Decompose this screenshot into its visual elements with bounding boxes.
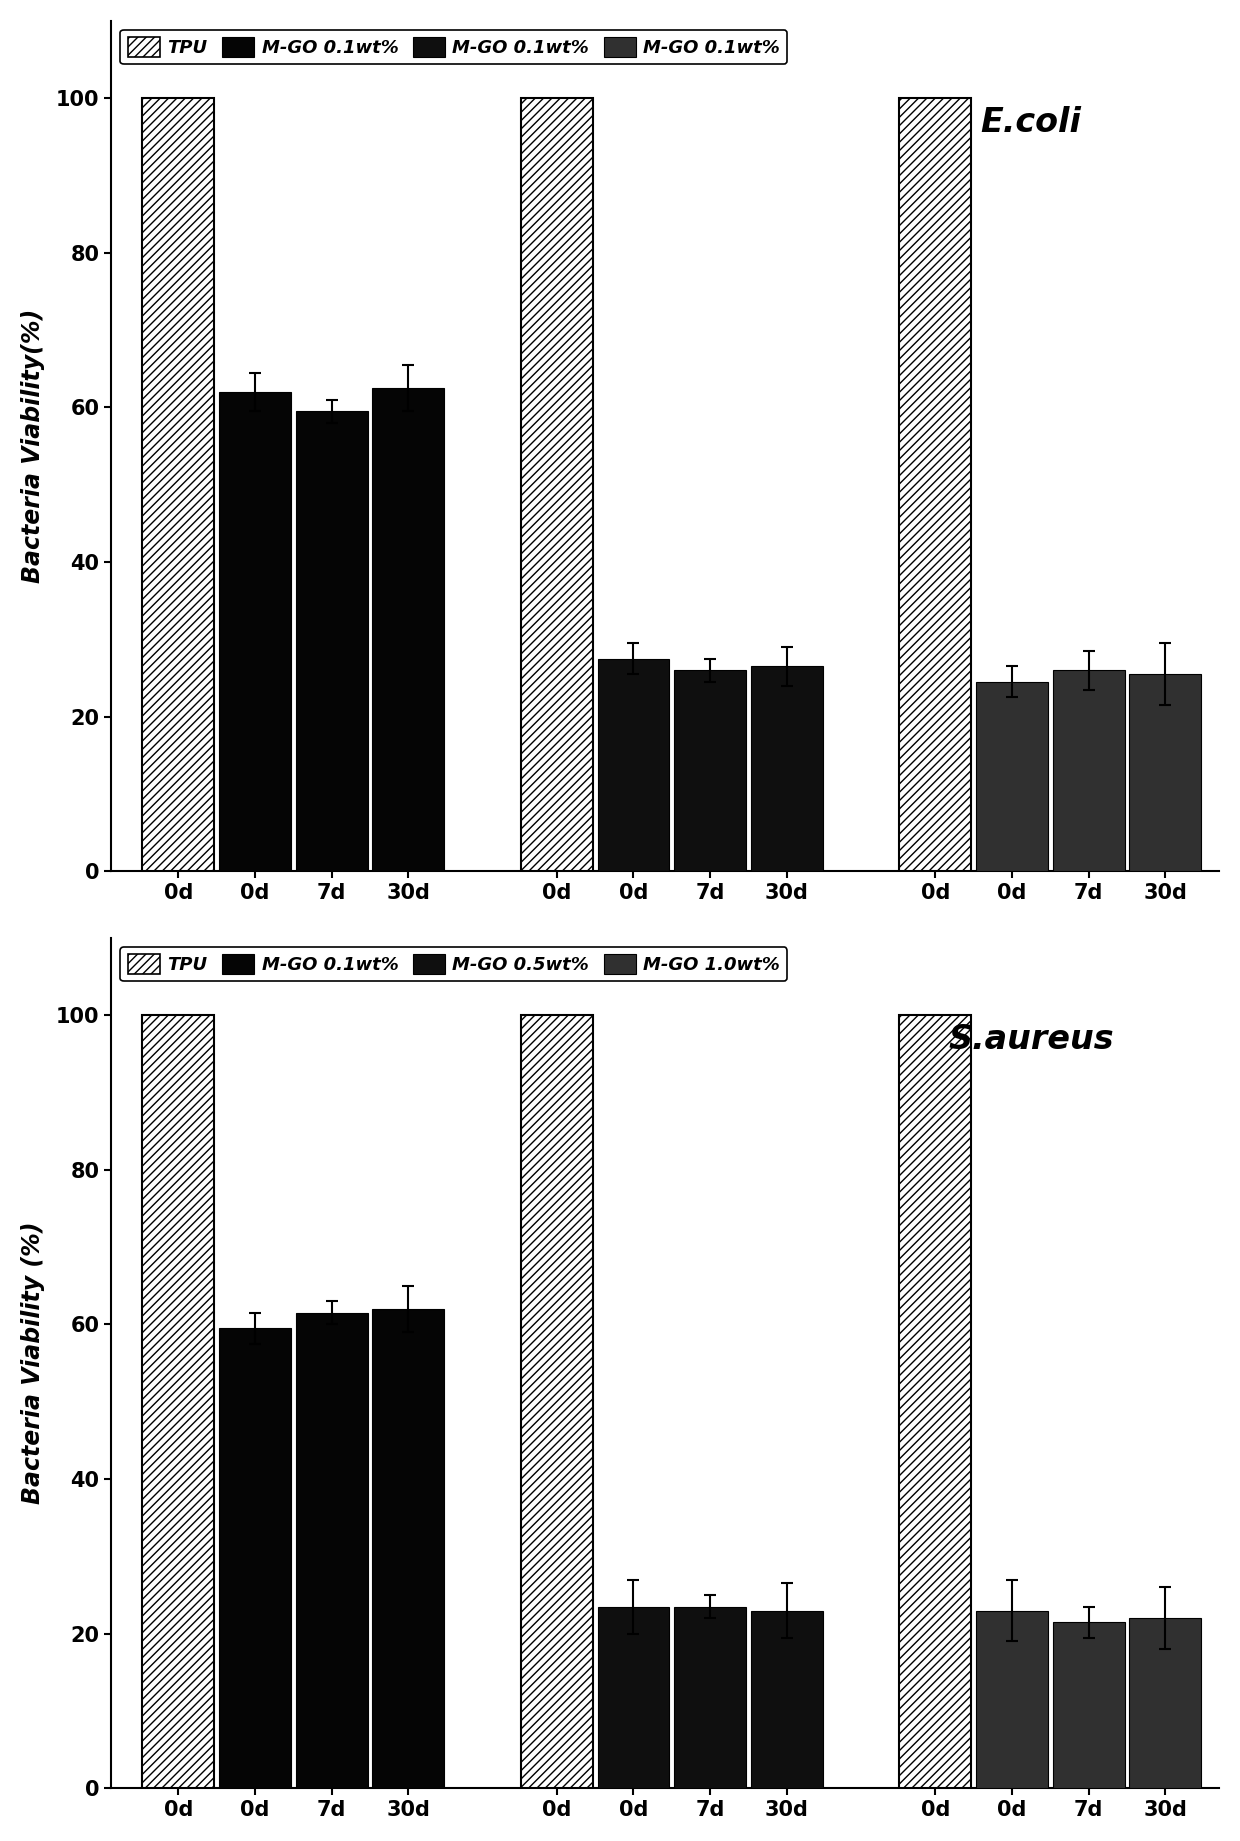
Y-axis label: Bacteria Viability(%): Bacteria Viability(%) bbox=[21, 309, 45, 584]
Bar bbox=[976, 1611, 1048, 1788]
Bar bbox=[521, 1014, 593, 1788]
Legend: TPU, M-GO 0.1wt%, M-GO 0.5wt%, M-GO 1.0wt%: TPU, M-GO 0.1wt%, M-GO 0.5wt%, M-GO 1.0w… bbox=[120, 946, 787, 981]
Bar bbox=[899, 1014, 971, 1788]
Bar bbox=[1053, 1622, 1125, 1788]
Bar bbox=[219, 392, 291, 871]
Bar bbox=[899, 98, 971, 871]
Text: S.aureus: S.aureus bbox=[949, 1024, 1114, 1057]
Bar bbox=[372, 1309, 444, 1788]
Bar bbox=[372, 388, 444, 871]
Bar bbox=[598, 1607, 670, 1788]
Bar bbox=[1130, 1618, 1202, 1788]
Bar bbox=[675, 670, 746, 871]
Y-axis label: Bacteria Viability (%): Bacteria Viability (%) bbox=[21, 1222, 45, 1504]
Bar bbox=[219, 1329, 291, 1788]
Bar bbox=[675, 1607, 746, 1788]
Text: E.coli: E.coli bbox=[981, 107, 1081, 140]
Bar bbox=[976, 681, 1048, 871]
Bar bbox=[1053, 670, 1125, 871]
Bar bbox=[751, 666, 822, 871]
Bar bbox=[751, 1611, 822, 1788]
Legend: TPU, M-GO 0.1wt%, M-GO 0.1wt%, M-GO 0.1wt%: TPU, M-GO 0.1wt%, M-GO 0.1wt%, M-GO 0.1w… bbox=[120, 29, 787, 64]
Bar bbox=[598, 659, 670, 871]
Bar bbox=[295, 1313, 367, 1788]
Bar bbox=[295, 411, 367, 871]
Bar bbox=[1130, 674, 1202, 871]
Bar bbox=[143, 1014, 215, 1788]
Bar bbox=[521, 98, 593, 871]
Bar bbox=[143, 98, 215, 871]
